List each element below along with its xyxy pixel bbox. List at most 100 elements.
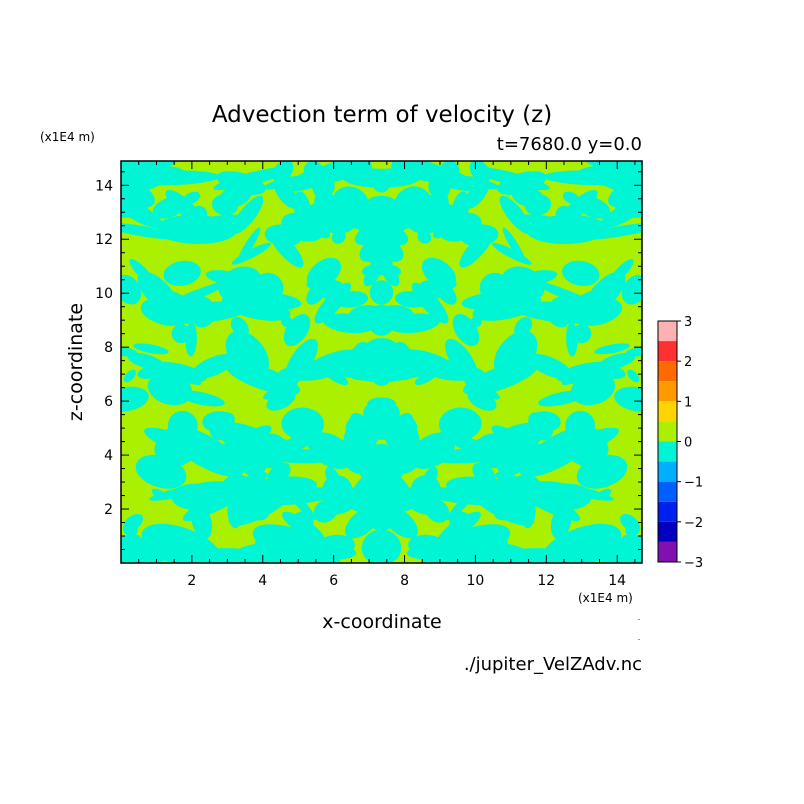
source-filename: ./jupiter_VelZAdv.nc [464,654,642,675]
negative-blob [575,498,586,509]
negative-blob [163,260,201,286]
x-tick-label: 4 [258,573,267,589]
negative-blob [293,191,312,227]
colorbar-level [658,461,677,482]
axis-ticks [121,161,642,563]
x-tick-label: 12 [537,573,555,589]
negative-blob [365,499,398,531]
negative-blob [514,270,558,286]
negative-blob [286,366,306,386]
negative-blob [367,480,396,494]
negative-blob [123,369,136,383]
negative-blob [414,192,449,230]
colorbar-tick-label: −2 [684,516,703,531]
negative-blob [383,415,420,457]
negative-blob [272,435,313,455]
negative-blob [580,221,595,242]
negative-blob [576,454,628,489]
negative-blob [367,397,396,411]
negative-blob [303,161,324,182]
negative-blob [152,197,185,219]
negative-blob [627,369,640,383]
negative-blob [538,390,587,407]
negative-blob [313,499,338,523]
negative-blob [135,454,187,489]
negative-blob [457,366,477,386]
x-tick-label: 2 [187,573,196,589]
negative-blob [237,227,261,264]
colorbar-level [658,501,677,522]
negative-blob [314,192,349,230]
negative-blob [218,185,252,208]
negative-blob [269,230,304,268]
negative-blob [598,365,626,379]
negative-blob [266,389,296,411]
negative-blob [151,488,168,501]
negative-blob [191,353,236,379]
negative-blob [133,343,169,355]
negative-blob [283,314,311,347]
negative-blob [281,407,325,441]
colorbar-tick-label: −1 [684,476,703,491]
negative-blob [550,504,572,540]
negative-blob [122,522,138,537]
negative-blob [224,483,247,514]
negative-blob [310,222,331,239]
negative-blob [345,161,372,179]
x-tick-label: 10 [467,573,485,589]
negative-blob [121,202,163,228]
colorbar-tick-label: 1 [684,395,692,410]
negative-blob [365,337,398,359]
negative-blob [501,439,513,457]
negative-blob [370,253,393,276]
negative-blob [372,531,391,555]
negative-blob [562,260,600,286]
negative-blob [245,481,272,517]
negative-blob [154,363,202,385]
y-tick-label: 14 [95,178,113,194]
negative-blob [306,257,342,289]
negative-blob [422,466,438,488]
negative-blob [364,221,399,252]
negative-blob [527,353,572,379]
negative-blob [414,366,443,386]
negative-blob [511,185,545,208]
colorbar-level [658,481,677,502]
mark-dot-1: . [638,613,641,622]
negative-blob [365,423,398,440]
negative-blob [491,481,518,517]
negative-blob [151,288,197,315]
negative-blob [168,410,198,440]
negative-blob [438,407,482,441]
negative-blob [449,511,473,533]
negative-blob [493,330,538,378]
negative-blob [467,389,497,411]
negative-blob [450,435,491,455]
colorbar-level [658,341,677,362]
y-tick-label: 10 [95,286,113,302]
x-tick-labels: 2 4 6 8 10 12 14 [187,573,626,589]
negative-blob [491,425,522,446]
negative-blob [285,488,316,521]
negative-blob [122,182,155,208]
negative-blob [452,314,480,347]
negative-blob [363,443,400,476]
colorbar-tick-label: 2 [684,355,692,370]
negative-blob [625,522,641,537]
negative-blob [253,447,331,464]
negative-blob [371,365,392,386]
negative-blob [193,302,218,328]
negative-blob [417,230,432,244]
negative-blob [566,321,578,357]
y-tick-labels: 2 4 6 8 10 12 14 [95,178,113,518]
negative-blob [600,202,642,228]
negative-blob [367,304,396,336]
x-tick-label: 6 [329,573,338,589]
x-unit-label: (x1E4 m) [578,591,633,605]
colorbar-level [658,541,677,562]
negative-blob [320,366,349,386]
negative-blob [566,288,612,315]
negative-blob [594,343,630,355]
colorbar-level [658,421,677,442]
